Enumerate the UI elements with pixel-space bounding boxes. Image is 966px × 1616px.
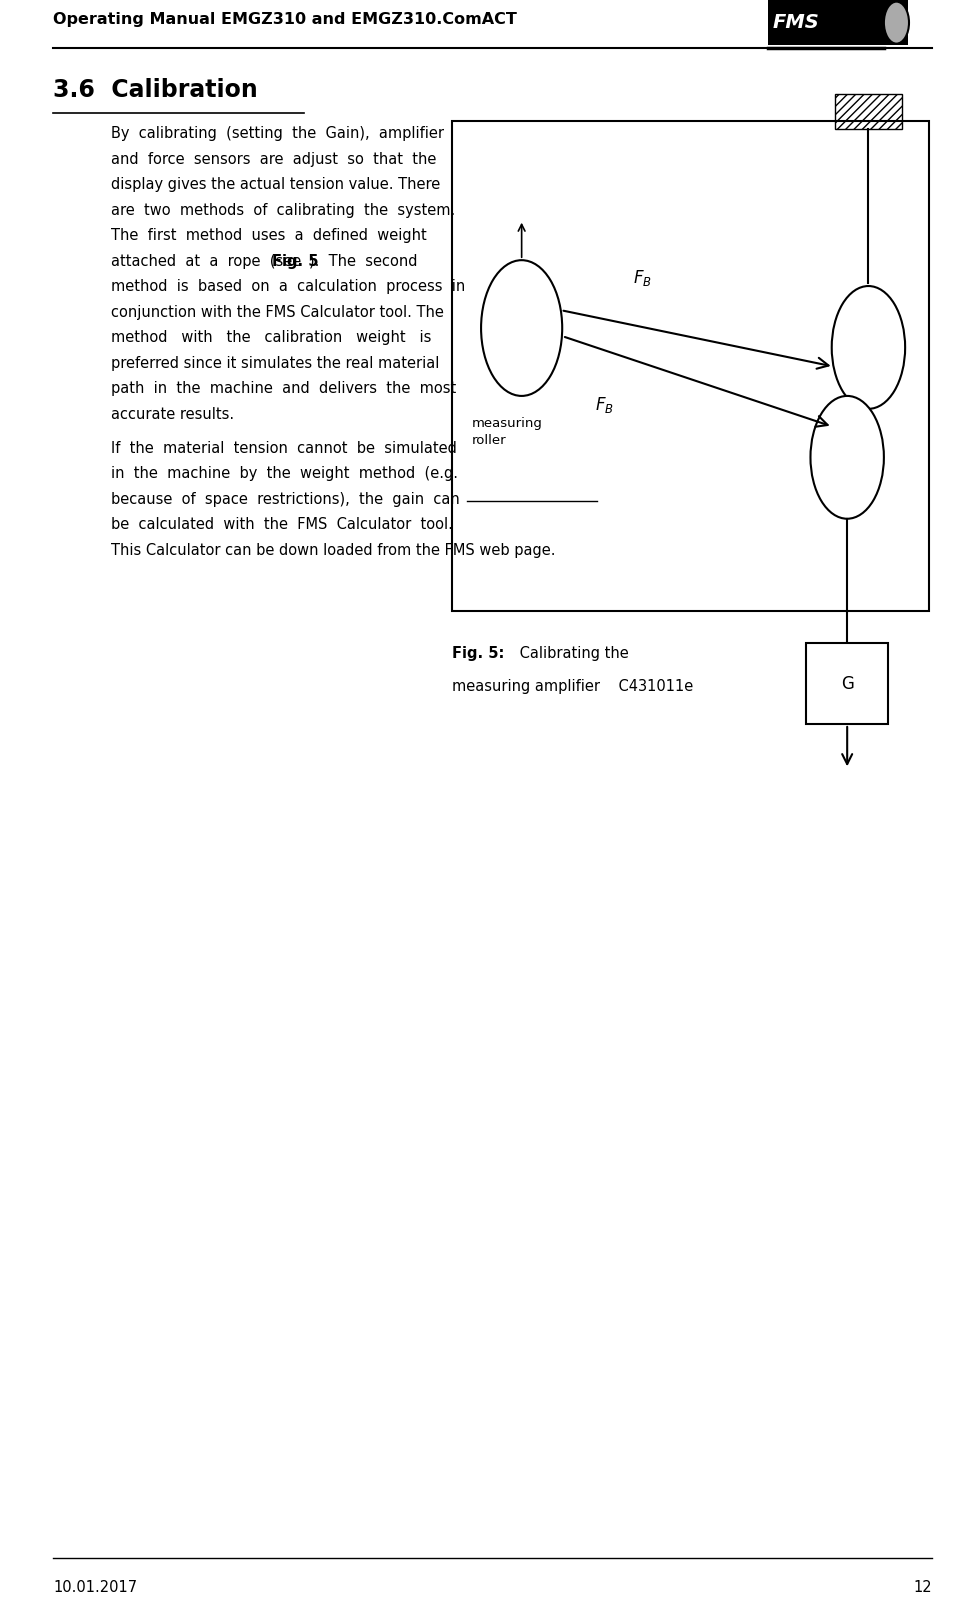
Circle shape bbox=[810, 396, 884, 519]
Circle shape bbox=[884, 2, 909, 44]
Bar bbox=[0, 0, 966, 44]
Bar bbox=[807, 643, 889, 724]
Text: If  the  material  tension  cannot  be  simulated: If the material tension cannot be simula… bbox=[111, 441, 457, 456]
Text: 3.6  Calibration: 3.6 Calibration bbox=[53, 78, 258, 102]
Text: attached  at  a  rope  (see: attached at a rope (see bbox=[111, 254, 311, 268]
Text: because  of  space  restrictions),  the  gain  can: because of space restrictions), the gain… bbox=[111, 491, 460, 506]
Text: and  force  sensors  are  adjust  so  that  the: and force sensors are adjust so that the bbox=[111, 152, 437, 166]
Bar bbox=[768, 0, 908, 45]
Text: G: G bbox=[840, 674, 854, 693]
Text: The  first  method  uses  a  defined  weight: The first method uses a defined weight bbox=[111, 228, 427, 242]
Text: ).  The  second: ). The second bbox=[309, 254, 417, 268]
Text: preferred since it simulates the real material: preferred since it simulates the real ma… bbox=[111, 356, 440, 370]
Text: 12: 12 bbox=[914, 1580, 932, 1595]
Circle shape bbox=[481, 260, 562, 396]
Text: accurate results.: accurate results. bbox=[111, 407, 234, 422]
Text: measuring
roller: measuring roller bbox=[471, 417, 542, 448]
Text: are  two  methods  of  calibrating  the  system.: are two methods of calibrating the syste… bbox=[111, 202, 455, 218]
Text: By  calibrating  (setting  the  Gain),  amplifier: By calibrating (setting the Gain), ampli… bbox=[111, 126, 444, 141]
Text: be  calculated  with  the  FMS  Calculator  tool.: be calculated with the FMS Calculator to… bbox=[111, 517, 453, 532]
Text: Operating Manual EMGZ310 and EMGZ310.ComACT: Operating Manual EMGZ310 and EMGZ310.Com… bbox=[53, 11, 517, 27]
Bar bbox=[452, 121, 929, 611]
Text: $F_B$: $F_B$ bbox=[634, 268, 652, 288]
Text: measuring amplifier    C431011e: measuring amplifier C431011e bbox=[452, 679, 694, 693]
Text: path  in  the  machine  and  delivers  the  most: path in the machine and delivers the mos… bbox=[111, 381, 456, 396]
Text: conjunction with the FMS Calculator tool. The: conjunction with the FMS Calculator tool… bbox=[111, 305, 444, 320]
Text: Fig. 5: Fig. 5 bbox=[272, 254, 319, 268]
Text: display gives the actual tension value. There: display gives the actual tension value. … bbox=[111, 178, 440, 192]
Text: $F_B$: $F_B$ bbox=[595, 396, 614, 415]
Text: method  is  based  on  a  calculation  process  in: method is based on a calculation process… bbox=[111, 280, 466, 294]
Text: FMS: FMS bbox=[773, 13, 819, 32]
Text: Fig. 5:: Fig. 5: bbox=[452, 646, 504, 661]
Text: Calibrating the: Calibrating the bbox=[515, 646, 629, 661]
Text: in  the  machine  by  the  weight  method  (e.g.: in the machine by the weight method (e.g… bbox=[111, 465, 458, 482]
Circle shape bbox=[832, 286, 905, 409]
Text: This Calculator can be down loaded from the FMS web page.: This Calculator can be down loaded from … bbox=[111, 543, 555, 558]
Text: method   with   the   calibration   weight   is: method with the calibration weight is bbox=[111, 330, 432, 346]
Text: 10.01.2017: 10.01.2017 bbox=[53, 1580, 137, 1595]
Bar bbox=[835, 94, 902, 129]
